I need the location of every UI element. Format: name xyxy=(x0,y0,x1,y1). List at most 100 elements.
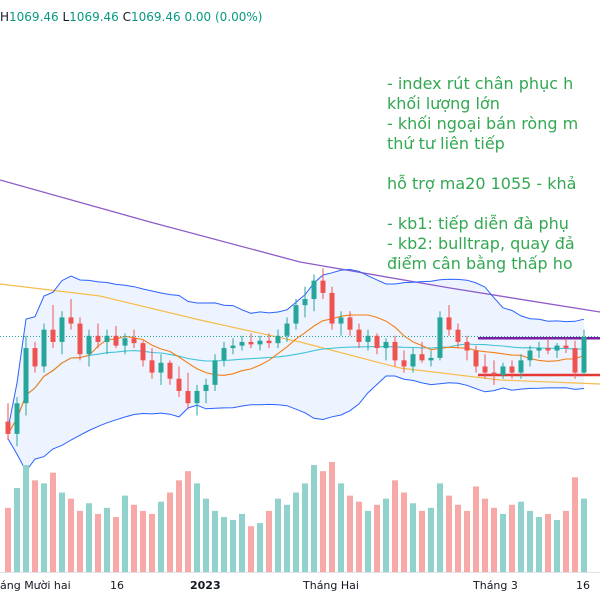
volume-bar xyxy=(176,480,182,572)
candle-body xyxy=(203,384,209,391)
candle-body xyxy=(365,335,371,342)
volume-bar xyxy=(392,480,398,572)
candle-body xyxy=(275,335,281,344)
volume-bar xyxy=(527,510,533,572)
candle-body xyxy=(194,390,200,404)
candle-body xyxy=(329,292,335,324)
candle-body xyxy=(14,403,20,434)
volume-bar xyxy=(446,495,452,572)
candle-body xyxy=(50,329,56,342)
candle-body xyxy=(401,360,407,367)
candle-body xyxy=(77,323,83,355)
candle-body xyxy=(410,354,416,367)
candle-body xyxy=(212,360,218,385)
volume-bar xyxy=(185,471,191,572)
candle-body xyxy=(572,348,578,373)
volume-bar xyxy=(437,483,443,572)
candle-body xyxy=(95,335,101,342)
candle-body xyxy=(5,421,11,434)
candle-body xyxy=(140,343,146,361)
volume-bar xyxy=(23,465,29,572)
volume-bar xyxy=(14,487,20,572)
time-axis[interactable]: áng Mười hai 16 2023 Tháng Hai Tháng 3 1… xyxy=(0,572,600,601)
time-axis-label: 16 xyxy=(110,579,124,592)
volume-bar xyxy=(518,501,524,572)
candle-body xyxy=(383,341,389,349)
note-line: - kb1: tiếp diễn đà phụ xyxy=(387,214,569,233)
volume-bar xyxy=(509,504,515,572)
volume-bar xyxy=(59,492,65,572)
note-line: điểm cân bằng thấp ho xyxy=(387,254,573,273)
volume-bar xyxy=(5,507,11,572)
candle-body xyxy=(266,340,272,344)
candle-body xyxy=(473,350,479,367)
ohlc-change: 0.00 (0.00%) xyxy=(184,10,263,24)
candle-body xyxy=(464,341,470,351)
analysis-note[interactable]: - index rút chân phục h khối lượng lớn -… xyxy=(387,74,600,274)
volume-bar xyxy=(491,507,497,572)
volume-bar xyxy=(482,498,488,572)
volume-bar xyxy=(77,510,83,572)
volume-bar xyxy=(464,510,470,572)
volume-bar xyxy=(554,520,560,572)
volume-bar xyxy=(95,513,101,572)
note-line: - index rút chân phục h xyxy=(387,74,574,93)
ma-orange-line xyxy=(7,314,585,435)
ma-cyan-line xyxy=(7,343,585,435)
ohlc-high-value: 1069.46 xyxy=(9,10,59,24)
candle-body xyxy=(32,348,38,367)
long-ma-line xyxy=(0,179,600,313)
volume-bar xyxy=(140,510,146,572)
volume-bar xyxy=(86,503,92,572)
candle-body xyxy=(131,338,137,344)
volume-bar xyxy=(374,504,380,572)
candle-body xyxy=(86,335,92,355)
candle-body xyxy=(437,317,443,358)
note-line: thứ tư liên tiếp xyxy=(387,134,505,153)
volume-bar xyxy=(329,462,335,572)
candle-body xyxy=(41,329,47,367)
candle-body xyxy=(347,317,353,330)
candle-body xyxy=(545,348,551,351)
candle-body xyxy=(428,357,434,361)
bollinger-lower-line xyxy=(7,375,585,472)
candle-body xyxy=(284,323,290,336)
candle-body xyxy=(176,378,182,391)
volume-bar xyxy=(158,501,164,572)
ohlc-low-value: 1069.46 xyxy=(69,10,119,24)
candle-body xyxy=(482,366,488,373)
volume-bar xyxy=(401,492,407,572)
volume-bar xyxy=(545,513,551,572)
volume-bar xyxy=(563,510,569,572)
time-axis-label: Tháng 3 xyxy=(473,579,518,592)
candle-body xyxy=(23,348,29,404)
volume-bar xyxy=(131,504,137,572)
candle-body xyxy=(509,366,515,373)
volume-bar xyxy=(455,504,461,572)
volume-bar xyxy=(473,486,479,572)
candle-body xyxy=(527,350,533,361)
candle-body xyxy=(113,335,119,346)
volume-bar xyxy=(239,513,245,572)
candle-body xyxy=(311,280,317,300)
note-line: - kb2: bulltrap, quay đả xyxy=(387,234,575,253)
volume-bar xyxy=(149,513,155,572)
volume-bar xyxy=(311,465,317,572)
candle-body xyxy=(563,345,569,349)
volume-bar xyxy=(581,498,587,572)
candle-body xyxy=(239,341,245,346)
volume-bar xyxy=(275,498,281,572)
volume-bar xyxy=(266,510,272,572)
candle-body xyxy=(293,305,299,324)
volume-bar xyxy=(383,498,389,572)
volume-bar xyxy=(248,526,254,572)
volume-bar xyxy=(302,483,308,572)
volume-bar xyxy=(347,495,353,572)
ohlc-legend: H1069.46 L1069.46 C1069.46 0.00 (0.00%) xyxy=(0,10,263,24)
volume-bar xyxy=(410,503,416,572)
volume-bar xyxy=(122,495,128,572)
volume-bar xyxy=(293,492,299,572)
volume-bar xyxy=(338,483,344,572)
candle-body xyxy=(68,317,74,324)
